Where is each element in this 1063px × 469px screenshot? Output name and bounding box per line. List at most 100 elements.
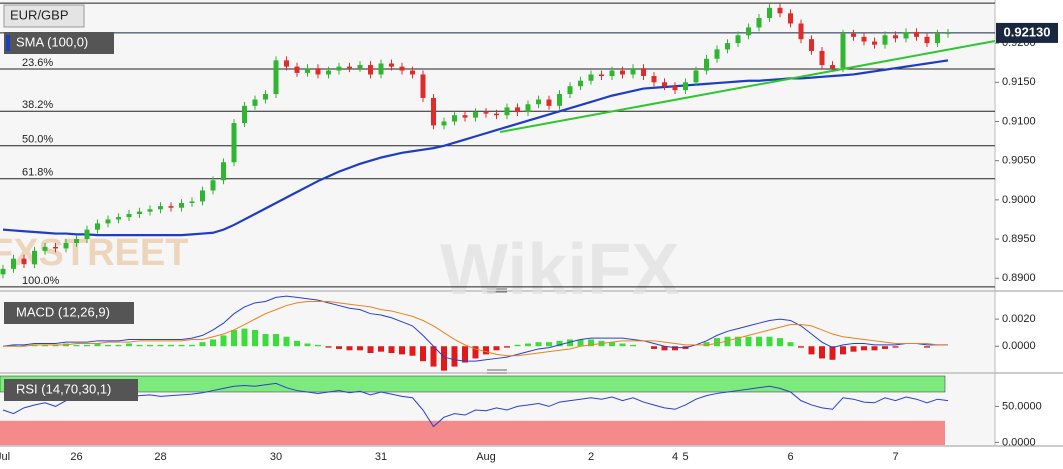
y-tick-label: 0.9050 <box>1002 155 1036 167</box>
histogram-bar <box>262 334 269 347</box>
last-price-label: 0.92130 <box>1004 24 1051 39</box>
indicator-label: SMA (100,0) <box>16 34 88 49</box>
histogram-bar <box>157 344 164 347</box>
candle-body <box>137 211 142 214</box>
candle-body <box>53 246 58 249</box>
watermark: WikiFX <box>440 230 679 310</box>
x-tick-label: Aug <box>476 451 496 463</box>
histogram-bar <box>798 346 804 348</box>
candle-body <box>515 107 520 113</box>
candle-body <box>735 35 741 44</box>
histogram-bar <box>724 336 731 347</box>
candle-body <box>378 63 384 75</box>
candle-body <box>284 60 289 67</box>
watermarks: FXSTREET WikiFX <box>0 230 679 310</box>
candle-body <box>294 66 300 73</box>
candle-body <box>200 190 205 202</box>
histogram-bar <box>220 335 227 347</box>
candle-body <box>809 39 814 51</box>
histogram-bar <box>94 343 101 347</box>
candle-body <box>609 70 615 77</box>
candle-body <box>903 32 909 39</box>
histogram-bar <box>472 346 479 359</box>
indicator-line <box>2 382 949 428</box>
histogram-bar <box>567 339 573 347</box>
histogram-bar <box>609 342 615 347</box>
candle-body <box>546 99 552 106</box>
histogram-bar <box>136 344 143 347</box>
candle-body <box>830 65 835 69</box>
candle-body <box>95 223 100 230</box>
histogram-bar <box>735 336 741 347</box>
x-tick-label: 4 <box>672 451 678 463</box>
candle-body <box>767 7 772 19</box>
candle-body <box>399 66 405 71</box>
candle-body <box>42 246 48 251</box>
x-tick-label: Jul <box>0 451 10 463</box>
rsi-box <box>4 379 138 401</box>
x-tick-label: 28 <box>154 451 166 463</box>
histogram-bar <box>73 344 80 347</box>
histogram-bar <box>462 346 468 363</box>
candle-body <box>21 258 27 265</box>
histogram-bar <box>577 339 584 347</box>
candle-body <box>74 239 79 243</box>
histogram-bar <box>388 346 395 354</box>
histogram-bar <box>546 342 552 347</box>
histogram-bar <box>787 342 794 347</box>
histogram-bar <box>703 342 710 347</box>
candle-body <box>672 86 678 91</box>
candle-body <box>641 68 646 77</box>
candle-body <box>410 70 415 75</box>
histogram-bar <box>115 344 122 347</box>
x-tick-label: 5 <box>682 451 688 463</box>
histogram-bar <box>672 346 678 351</box>
candle-body <box>32 250 37 265</box>
histogram-bar <box>829 346 836 360</box>
candle-body <box>147 209 153 212</box>
histogram-bar <box>430 346 437 367</box>
histogram-bar <box>630 344 636 347</box>
candle-body <box>756 18 762 28</box>
candle-body <box>368 65 373 75</box>
candle-body <box>126 213 132 218</box>
histogram-bar <box>514 344 521 347</box>
candle-body <box>924 36 930 44</box>
candle-body <box>725 43 730 50</box>
histogram-bar <box>420 346 426 362</box>
candle-body <box>683 82 688 91</box>
histogram-bar <box>619 343 626 347</box>
candle-body <box>693 70 699 83</box>
candle-body <box>935 33 940 44</box>
histogram-bar <box>861 346 867 351</box>
candle-body <box>116 217 121 220</box>
candle-body <box>441 121 447 126</box>
candle-body <box>273 60 279 95</box>
indicator-swatch <box>6 35 10 51</box>
candle-body <box>63 242 69 249</box>
indicator-line <box>3 300 948 357</box>
candle-body <box>315 68 321 75</box>
candle-body <box>0 268 6 275</box>
candle-body <box>263 94 268 100</box>
rsi-title: RSI (14,70,30,1) <box>16 381 111 396</box>
candle-body <box>473 112 478 118</box>
histogram-bar <box>871 346 878 351</box>
histogram-bar <box>850 346 857 352</box>
candle-body <box>462 115 468 118</box>
histogram-bar <box>504 346 510 348</box>
fib-label: 23.6% <box>22 57 53 69</box>
candle-body <box>242 105 247 124</box>
y-tick-label: 0.0000 <box>1002 340 1036 352</box>
histogram-bar <box>273 334 279 347</box>
candle-body <box>420 74 426 98</box>
candle-body <box>347 66 352 69</box>
histogram-bar <box>336 346 342 349</box>
histogram-bar <box>105 344 111 347</box>
candle-body <box>483 112 489 114</box>
x-tick-label: 30 <box>270 451 282 463</box>
histogram-bar <box>210 339 216 347</box>
candle-body <box>588 74 594 81</box>
candle-body <box>662 82 667 87</box>
